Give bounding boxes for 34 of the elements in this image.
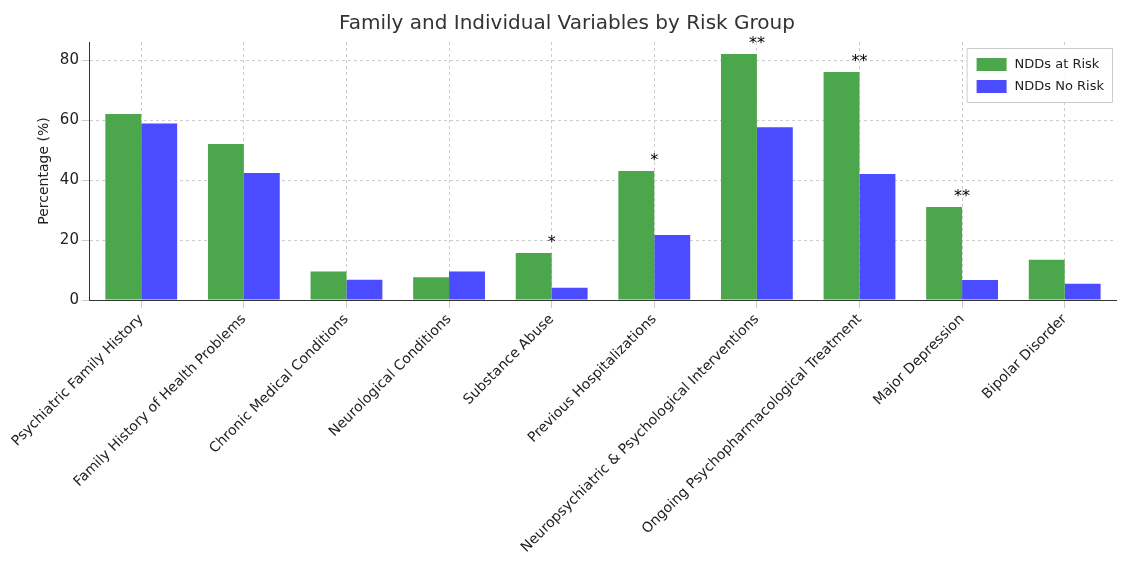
bar [310,271,347,300]
bar [346,279,383,300]
bar [243,173,280,300]
y-tick-label: 60 [59,109,79,128]
bar [962,279,998,300]
bar [449,271,485,300]
annotation: ** [748,33,765,53]
annotation: * [650,150,659,170]
y-axis-title: Percentage (%) [35,117,52,225]
bar [926,207,963,300]
bar [618,171,655,300]
bar [1028,259,1065,300]
bar [413,277,450,300]
bar [207,144,244,300]
bar [756,127,793,300]
bar [141,123,178,300]
bar [515,252,552,300]
bar [859,174,896,300]
annotation: ** [851,51,868,71]
y-tick-label: 0 [69,289,79,308]
y-tick-label: 80 [59,49,79,68]
y-tick-label: 40 [59,169,79,188]
annotation: * [547,232,556,252]
bar [1064,283,1101,300]
bar [551,287,588,300]
legend-label: NDDs at Risk [1014,56,1100,72]
y-tick-label: 20 [59,229,79,248]
bar [823,72,860,300]
bar [654,234,691,300]
bar [720,54,757,300]
chart-title: Family and Individual Variables by Risk Group [339,10,795,35]
annotation: ** [954,186,971,206]
legend-label: NDDs No Risk [1014,78,1105,94]
bar [105,114,142,300]
